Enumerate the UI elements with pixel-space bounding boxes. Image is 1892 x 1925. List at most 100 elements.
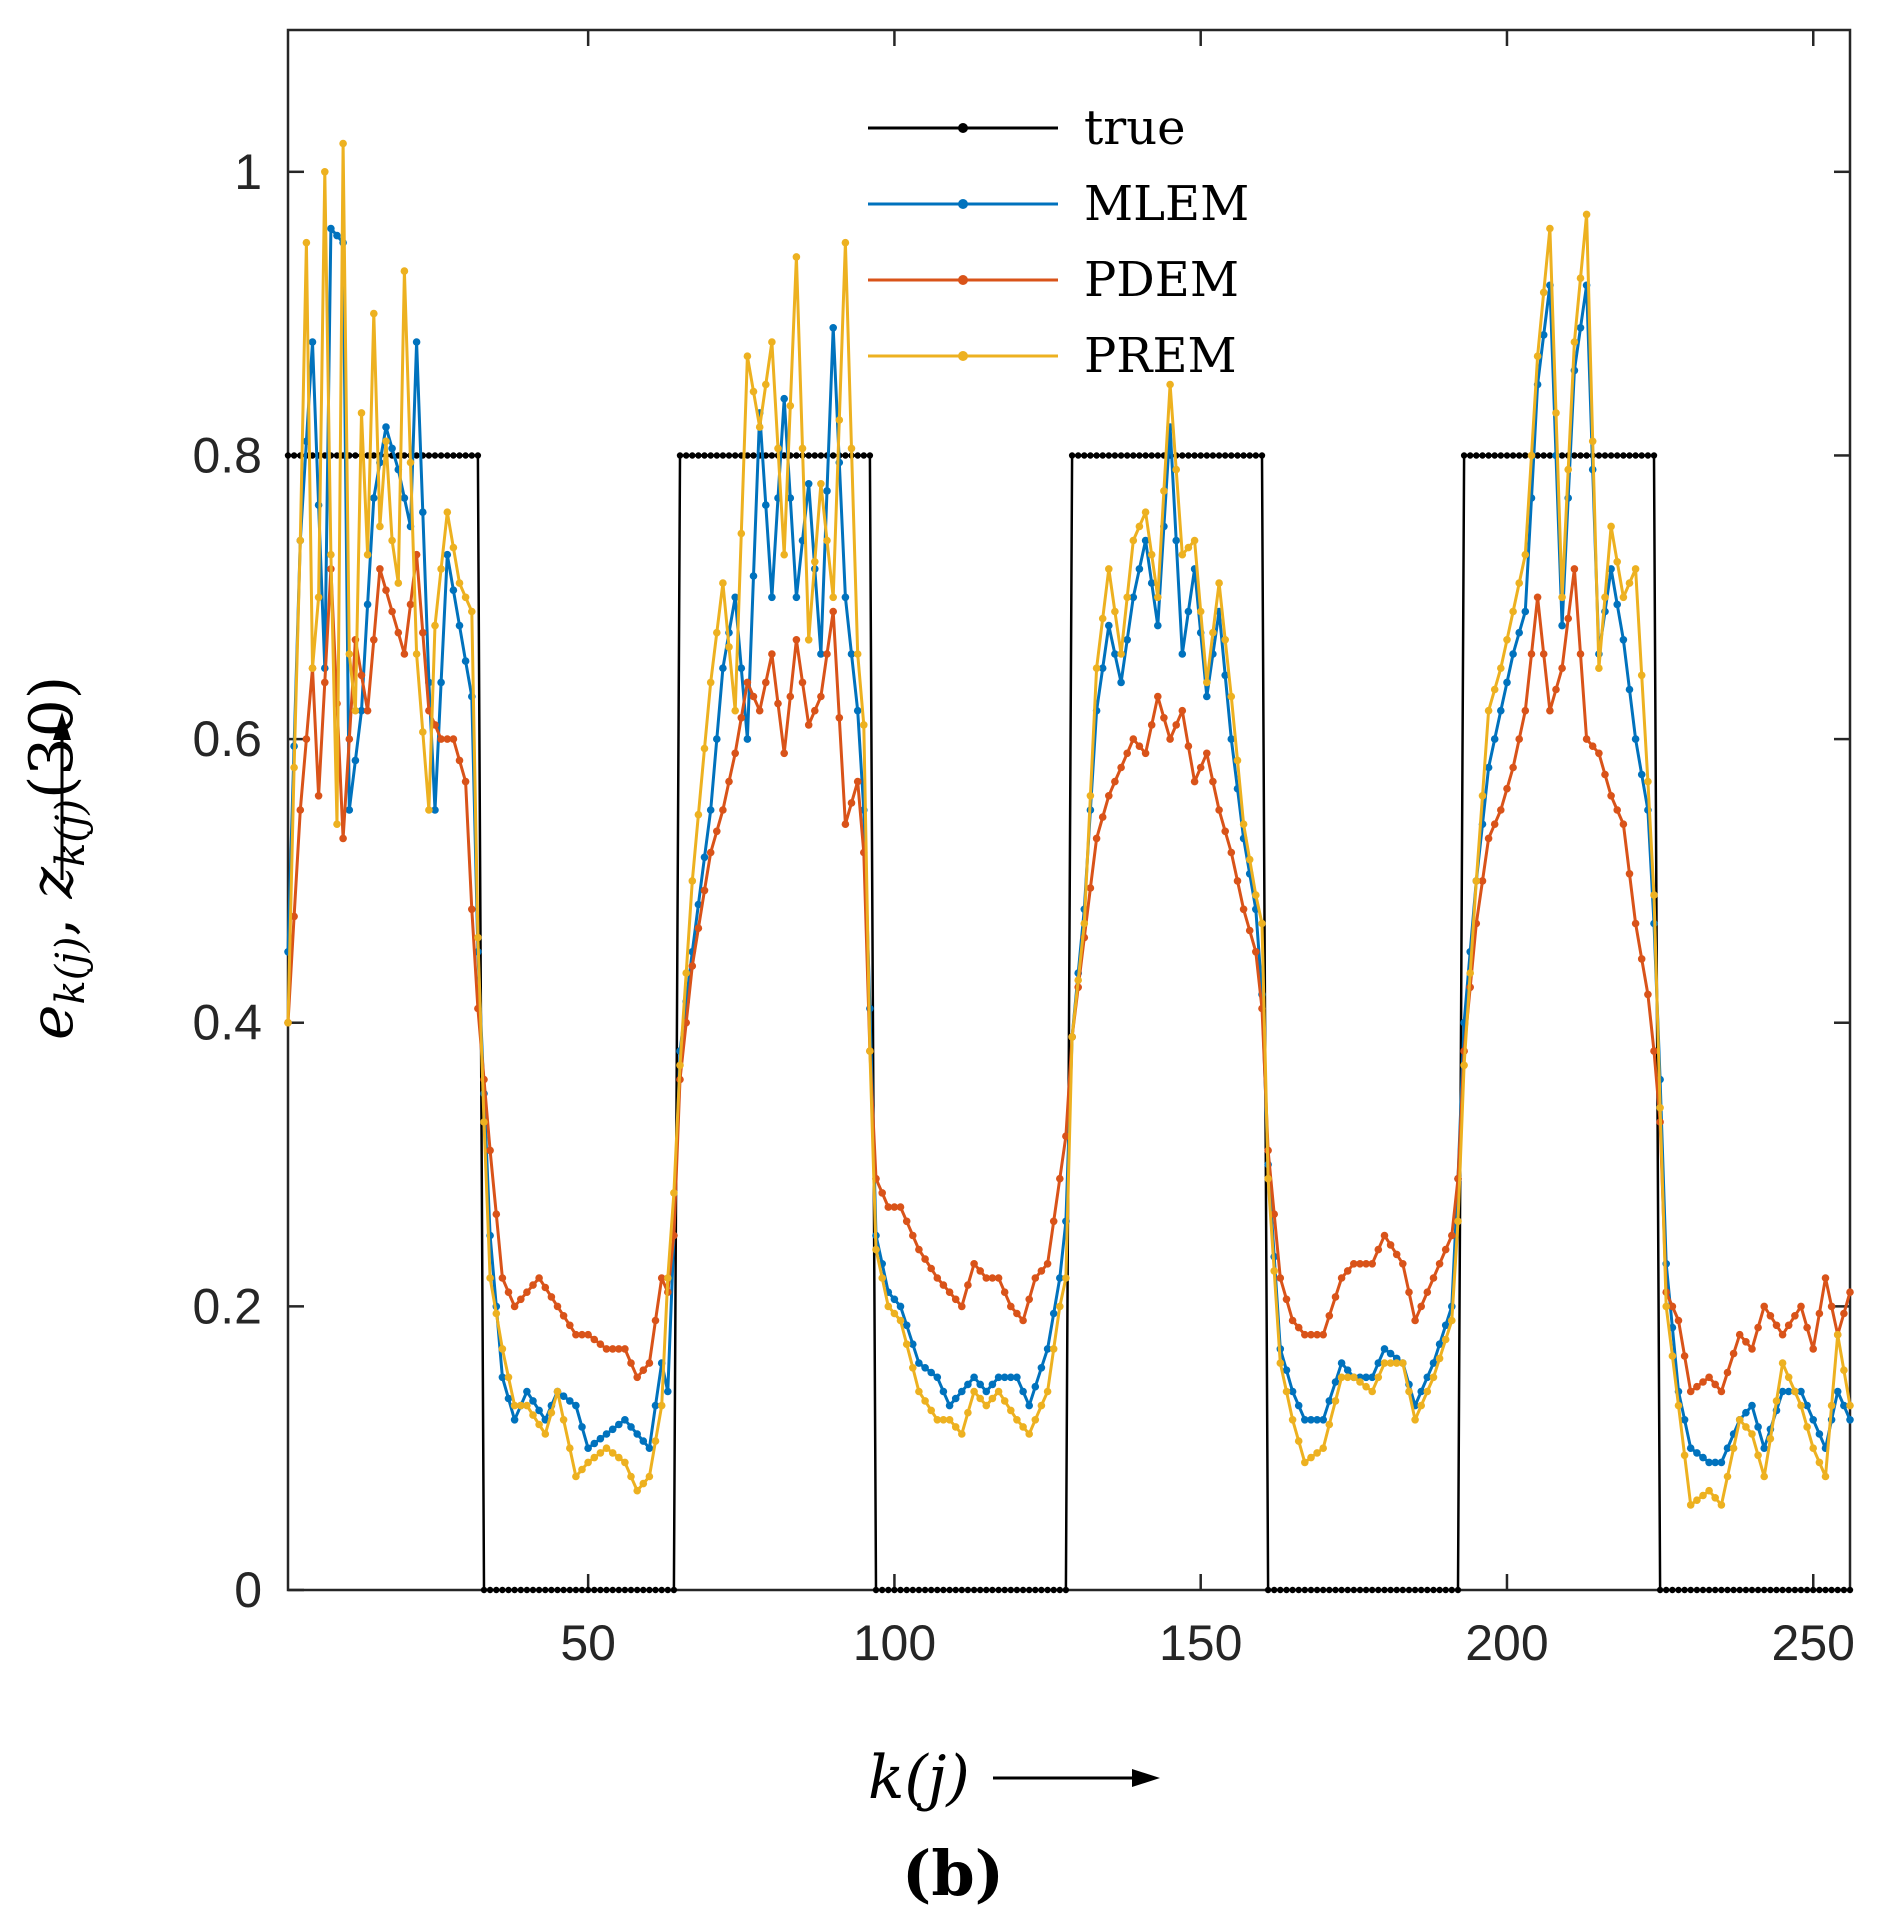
data-point	[928, 1586, 935, 1594]
data-point	[1540, 452, 1547, 459]
data-point	[1797, 1401, 1805, 1410]
data-point	[1742, 1423, 1750, 1431]
data-point	[455, 579, 464, 587]
data-point	[921, 1364, 929, 1372]
data-point	[517, 1401, 525, 1410]
data-point	[952, 1586, 959, 1594]
data-point	[1834, 1586, 1841, 1594]
series-prem	[284, 139, 1854, 1509]
data-point	[1558, 593, 1566, 602]
data-point	[1043, 1387, 1052, 1396]
data-point	[1516, 452, 1523, 459]
data-point	[1773, 1586, 1780, 1594]
data-point	[1307, 1586, 1315, 1594]
legend-marker-true	[958, 123, 968, 133]
data-point	[909, 1340, 917, 1348]
data-point	[970, 1586, 978, 1594]
legend-marker-pdem	[958, 275, 968, 285]
data-point	[1490, 735, 1499, 743]
data-point	[1190, 536, 1199, 545]
data-point	[1754, 1451, 1762, 1460]
data-point	[1564, 614, 1572, 623]
data-point	[792, 253, 801, 261]
data-point	[1650, 452, 1658, 459]
data-point	[1418, 1586, 1425, 1594]
data-point	[1374, 1373, 1383, 1382]
data-point	[608, 1425, 617, 1434]
data-point	[970, 1260, 978, 1268]
data-point	[1735, 1416, 1744, 1424]
data-point	[1130, 452, 1137, 459]
y-axis-arrow	[53, 712, 71, 880]
data-point	[1693, 1586, 1701, 1594]
data-point	[1313, 1586, 1321, 1594]
data-point	[1381, 1586, 1388, 1594]
data-point	[394, 628, 403, 637]
data-point	[1380, 1345, 1389, 1353]
data-point	[890, 1203, 899, 1211]
data-point	[1473, 452, 1480, 459]
data-point	[964, 1408, 972, 1417]
data-point	[1337, 1359, 1346, 1367]
data-point	[523, 1387, 531, 1396]
data-point	[1399, 1586, 1407, 1594]
data-point	[1693, 1449, 1701, 1457]
data-point	[1093, 452, 1100, 459]
panel-label: (b)	[902, 1837, 1004, 1910]
data-point	[835, 714, 844, 722]
data-point	[774, 444, 782, 453]
data-point	[1331, 1378, 1340, 1386]
data-point	[493, 1586, 500, 1594]
series-line-pdem	[286, 553, 1852, 1393]
data-point	[1117, 452, 1125, 459]
data-point	[1533, 352, 1542, 361]
data-point	[909, 1231, 917, 1240]
data-point	[1172, 536, 1180, 545]
data-point	[480, 1586, 488, 1594]
data-point	[1429, 1373, 1438, 1382]
data-point	[1405, 1288, 1413, 1296]
data-point	[976, 1380, 984, 1389]
data-point	[683, 452, 690, 459]
data-point	[1717, 1501, 1726, 1509]
data-point	[388, 607, 396, 616]
data-point	[1037, 1364, 1046, 1372]
data-point	[559, 1312, 568, 1320]
data-point	[1087, 452, 1094, 459]
data-point	[1172, 721, 1180, 729]
data-point	[1215, 806, 1223, 814]
data-point	[1007, 1406, 1015, 1415]
data-point	[1294, 1323, 1303, 1332]
data-point	[1086, 884, 1095, 892]
data-point	[1239, 820, 1248, 828]
data-point	[780, 749, 788, 758]
data-point	[725, 452, 733, 459]
data-point	[382, 423, 390, 431]
data-point	[1619, 820, 1628, 828]
data-point	[921, 1586, 929, 1594]
data-point	[437, 452, 445, 459]
data-point	[1509, 607, 1517, 616]
data-point	[591, 1586, 598, 1594]
data-point	[830, 452, 837, 459]
data-point	[425, 806, 433, 814]
data-point	[1075, 452, 1082, 459]
data-point	[945, 1416, 954, 1424]
data-point	[762, 678, 770, 687]
data-point	[590, 1439, 599, 1448]
data-point	[915, 1359, 923, 1367]
data-point	[1497, 664, 1505, 672]
data-point	[964, 1586, 972, 1594]
data-point	[1766, 1312, 1775, 1320]
data-point	[333, 820, 341, 828]
data-point	[768, 650, 776, 658]
data-point	[1025, 1401, 1033, 1410]
data-point	[1668, 1302, 1677, 1311]
data-point	[1644, 777, 1652, 786]
data-point	[357, 409, 366, 417]
data-point	[1846, 1586, 1854, 1594]
data-point	[1000, 1288, 1009, 1296]
data-point	[781, 452, 788, 459]
data-point	[1637, 671, 1646, 680]
data-point	[1711, 1380, 1719, 1389]
